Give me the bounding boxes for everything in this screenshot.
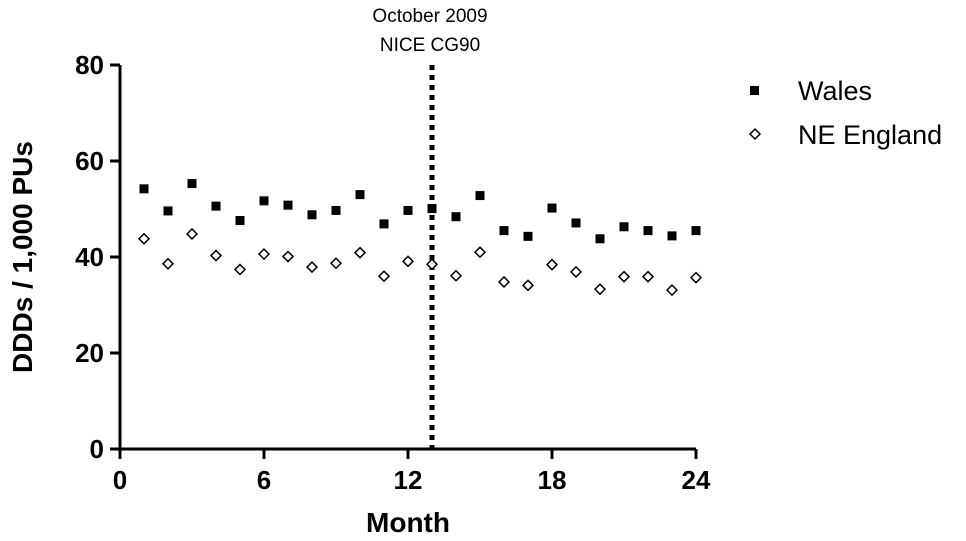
legend-label-wales: Wales	[798, 76, 872, 106]
point-ne-england-21	[617, 270, 631, 283]
point-ne-england-23	[665, 284, 679, 297]
point-wales-20	[595, 234, 605, 244]
point-ne-england-2	[161, 257, 175, 270]
y-tick-label-80: 80	[75, 50, 104, 80]
data-points	[137, 179, 703, 297]
legend-label-ne-england: NE England	[798, 120, 942, 150]
y-tick-label-20: 20	[75, 338, 104, 368]
x-tick-label-0: 0	[113, 465, 127, 495]
point-ne-england-10	[353, 246, 367, 259]
point-ne-england-12	[401, 255, 415, 268]
annotation-line-1: October 2009	[372, 6, 487, 27]
x-tick-label-24: 24	[682, 465, 711, 495]
point-ne-england-18	[545, 258, 559, 271]
point-wales-15	[475, 191, 485, 201]
point-ne-england-5	[233, 263, 247, 276]
point-ne-england-22	[641, 270, 655, 283]
x-tick-label-12: 12	[394, 465, 423, 495]
point-wales-17	[523, 231, 533, 241]
point-ne-england-3	[185, 227, 199, 241]
point-wales-16	[499, 226, 509, 236]
point-wales-10	[355, 190, 365, 200]
point-wales-1	[139, 184, 149, 194]
point-wales-24	[691, 226, 701, 236]
tick-labels: 0 6 12 18 24 0 20 40 60 80	[75, 50, 711, 495]
legend-marker-ne-england	[748, 127, 762, 141]
point-wales-8	[307, 210, 317, 220]
point-ne-england-16	[497, 275, 511, 289]
point-wales-4	[211, 201, 221, 211]
y-axis-title: DDDs / 1,000 PUs	[7, 141, 38, 373]
point-wales-3	[187, 179, 197, 189]
point-ne-england-6	[257, 248, 271, 261]
y-tick-label-0: 0	[90, 434, 104, 464]
point-wales-22	[643, 226, 653, 236]
point-ne-england-14	[449, 269, 463, 282]
point-ne-england-19	[569, 265, 583, 278]
x-tick-label-6: 6	[257, 465, 271, 495]
point-wales-21	[619, 222, 629, 232]
y-tick-label-40: 40	[75, 242, 104, 272]
point-ne-england-8	[305, 261, 319, 274]
point-ne-england-11	[377, 270, 391, 283]
point-ne-england-13	[425, 258, 439, 271]
point-wales-6	[259, 196, 269, 206]
x-tick-label-18: 18	[538, 465, 567, 495]
point-wales-13	[427, 204, 437, 214]
point-wales-14	[451, 212, 461, 222]
point-ne-england-17	[521, 279, 535, 292]
point-ne-england-15	[473, 246, 487, 259]
point-ne-england-20	[593, 283, 607, 296]
point-wales-19	[571, 218, 581, 228]
ticks	[110, 63, 698, 459]
point-wales-5	[235, 216, 245, 226]
annotation-line-2: NICE CG90	[380, 35, 480, 56]
point-ne-england-1	[137, 232, 151, 245]
point-ne-england-9	[329, 257, 343, 270]
legend-marker-wales	[750, 86, 759, 95]
point-wales-18	[547, 203, 557, 213]
point-ne-england-7	[281, 250, 295, 263]
point-ne-england-24	[689, 271, 703, 284]
point-ne-england-4	[209, 249, 223, 262]
point-wales-2	[163, 206, 173, 216]
x-axis-title: Month	[366, 507, 450, 538]
legend: Wales NE England	[748, 76, 942, 150]
point-wales-9	[331, 205, 341, 215]
point-wales-23	[667, 231, 677, 241]
point-wales-7	[283, 200, 293, 210]
point-wales-11	[379, 219, 389, 229]
point-wales-12	[403, 205, 413, 215]
y-tick-label-60: 60	[75, 146, 104, 176]
